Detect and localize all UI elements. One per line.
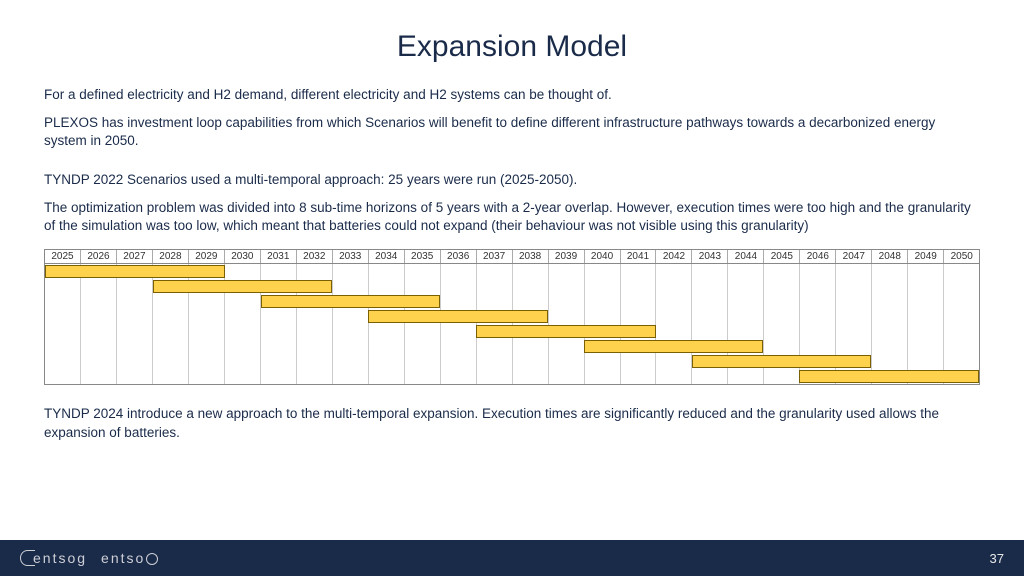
gantt-year-label: 2030 — [225, 250, 261, 263]
content-area: Expansion Model For a defined electricit… — [0, 0, 1024, 540]
page-title: Expansion Model — [44, 30, 980, 64]
gantt-row — [45, 279, 979, 294]
gantt-year-label: 2036 — [441, 250, 477, 263]
entsoe-logo-text: entso — [101, 550, 145, 566]
gantt-year-label: 2050 — [944, 250, 979, 263]
ring-icon — [146, 553, 158, 565]
gantt-year-label: 2044 — [728, 250, 764, 263]
footer-bar: entsog entso 37 — [0, 540, 1024, 576]
gantt-year-label: 2048 — [872, 250, 908, 263]
gantt-year-label: 2038 — [513, 250, 549, 263]
gantt-container: 2025202620272028202920302031203220332034… — [44, 249, 980, 385]
gantt-bar — [692, 355, 872, 368]
paragraph-5: TYNDP 2024 introduce a new approach to t… — [44, 405, 980, 441]
gantt-body — [45, 264, 979, 384]
gantt-year-label: 2047 — [836, 250, 872, 263]
gantt-row — [45, 339, 979, 354]
gantt-bar — [153, 280, 333, 293]
gantt-year-label: 2034 — [369, 250, 405, 263]
gantt-year-label: 2031 — [261, 250, 297, 263]
gantt-bar — [799, 370, 979, 383]
paragraph-3: TYNDP 2022 Scenarios used a multi-tempor… — [44, 171, 980, 189]
gantt-year-label: 2042 — [656, 250, 692, 263]
gantt-year-label: 2046 — [800, 250, 836, 263]
entsoe-logo: entso — [101, 550, 158, 566]
gantt-year-label: 2049 — [908, 250, 944, 263]
gantt-row — [45, 264, 979, 279]
footer-logos: entsog entso — [20, 550, 158, 566]
gantt-bar — [368, 310, 548, 323]
gantt-year-label: 2043 — [692, 250, 728, 263]
gantt-year-label: 2033 — [333, 250, 369, 263]
gantt-bar — [476, 325, 656, 338]
paragraph-4: The optimization problem was divided int… — [44, 199, 980, 235]
paragraph-2: PLEXOS has investment loop capabilities … — [44, 114, 980, 150]
gantt-year-label: 2025 — [45, 250, 81, 263]
entsog-logo: entsog — [20, 550, 87, 566]
gantt-year-label: 2029 — [189, 250, 225, 263]
gantt-row — [45, 354, 979, 369]
gantt-year-label: 2039 — [549, 250, 585, 263]
gantt-row — [45, 369, 979, 384]
gantt-bar — [261, 295, 441, 308]
gantt-year-label: 2026 — [81, 250, 117, 263]
slide: Expansion Model For a defined electricit… — [0, 0, 1024, 576]
gantt-year-label: 2028 — [153, 250, 189, 263]
gantt-bar — [45, 265, 225, 278]
gantt-header: 2025202620272028202920302031203220332034… — [45, 250, 979, 264]
gantt-year-label: 2040 — [585, 250, 621, 263]
gantt-year-label: 2045 — [764, 250, 800, 263]
paragraph-1: For a defined electricity and H2 demand,… — [44, 86, 980, 104]
gantt-row — [45, 324, 979, 339]
gantt-row — [45, 294, 979, 309]
gantt-row — [45, 309, 979, 324]
gantt-rows — [45, 264, 979, 384]
gantt-year-label: 2032 — [297, 250, 333, 263]
gantt-year-label: 2027 — [117, 250, 153, 263]
gantt-chart: 2025202620272028202920302031203220332034… — [44, 249, 980, 385]
gantt-year-label: 2037 — [477, 250, 513, 263]
page-number: 37 — [990, 551, 1004, 566]
gantt-bar — [584, 340, 764, 353]
gantt-year-label: 2041 — [621, 250, 657, 263]
gantt-year-label: 2035 — [405, 250, 441, 263]
